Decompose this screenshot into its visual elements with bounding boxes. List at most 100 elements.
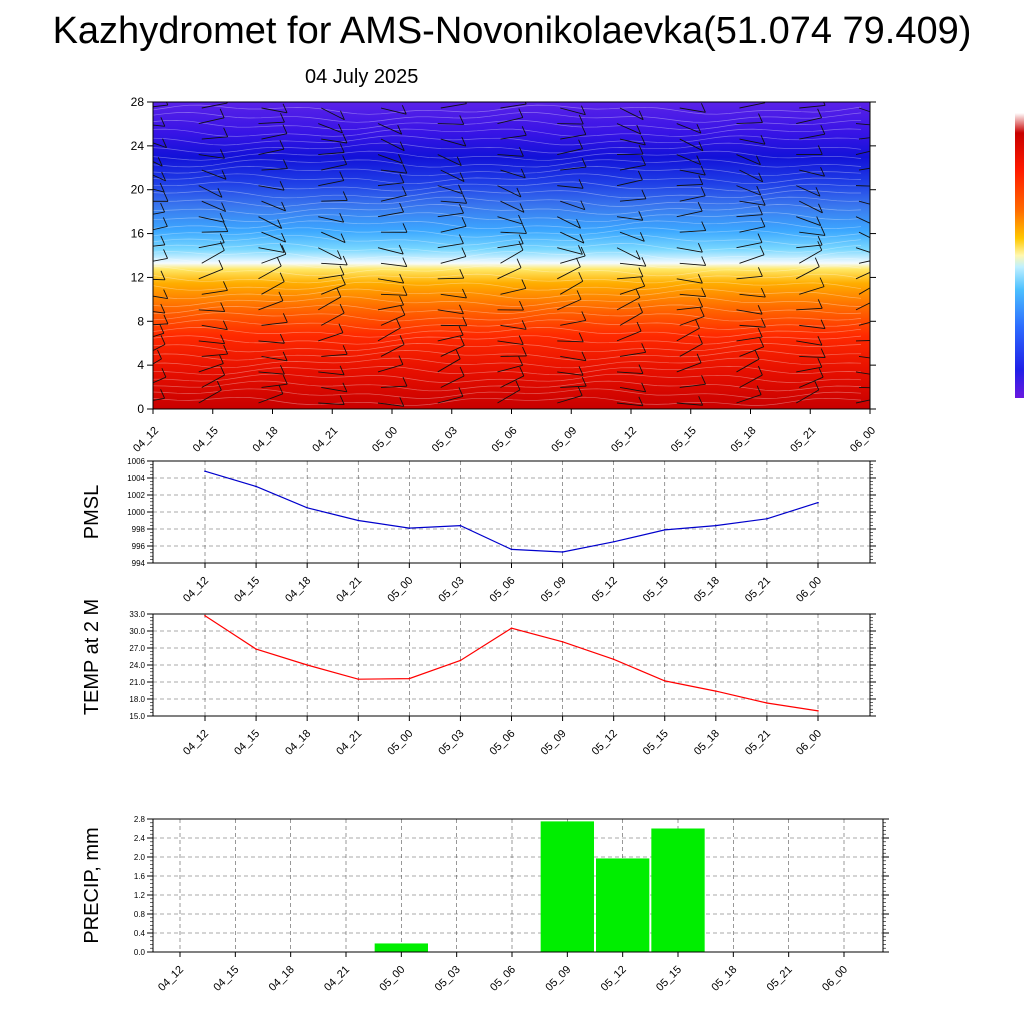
wind-barb [679, 262, 706, 266]
wind-barb-flag [524, 102, 527, 105]
pmsl-point [663, 529, 666, 531]
wind-barb [560, 231, 585, 244]
wind-barb [380, 107, 407, 115]
x-tick-label: 05_21 [743, 575, 773, 605]
wind-barb-flag [519, 366, 525, 377]
wind-barb [858, 287, 870, 295]
wind-barb-flag [279, 364, 285, 375]
wind-barb-flag [519, 203, 525, 213]
temp-point [715, 690, 717, 692]
wind-barb [321, 262, 348, 266]
wind-barb-flag [462, 316, 468, 326]
wind-barb [153, 244, 165, 247]
wind-barb [198, 268, 224, 280]
wind-barb-flag [641, 155, 646, 166]
wind-barb [557, 340, 584, 343]
pmsl-point [715, 524, 717, 527]
wind-barb [321, 387, 347, 393]
wind-barb-flag [342, 345, 348, 355]
y-tick-label: 21.0 [129, 678, 145, 687]
pmsl-point [561, 551, 564, 553]
wind-barb-flag [880, 107, 884, 116]
wind-barb-flag [220, 334, 226, 344]
wind-barb [739, 293, 766, 298]
wind-barb-flag [698, 297, 703, 308]
wind-barb [321, 284, 346, 295]
precip-bar [651, 828, 705, 952]
wind-barb-flag [163, 249, 168, 259]
wind-barb [855, 340, 870, 342]
wind-barb [616, 123, 641, 135]
wind-barb-flag [459, 172, 465, 182]
wind-barb [201, 353, 228, 357]
wind-barb-flag [279, 334, 285, 344]
contour-line [153, 220, 862, 230]
wind-barb [560, 107, 586, 116]
wind-barb [560, 319, 586, 326]
contour-line [153, 350, 861, 361]
wind-barb-flag [522, 346, 527, 357]
wind-barb-flag [459, 336, 465, 346]
wind-barb-flag [700, 165, 706, 176]
wind-barb [739, 169, 763, 183]
wind-barb [377, 364, 404, 373]
wind-barb-flag [700, 186, 706, 197]
precip-frame [152, 818, 884, 953]
wind-barb [497, 216, 523, 225]
wind-barb [557, 185, 584, 189]
wind-barb-flag [881, 351, 885, 360]
wind-barb [557, 371, 584, 376]
wind-barb-flag [160, 270, 166, 281]
wind-barb [616, 276, 643, 280]
contour-line [153, 159, 862, 168]
wind-barb [318, 296, 342, 311]
wind-barb [676, 402, 703, 406]
wind-barb [497, 389, 521, 404]
wind-barb-flag [397, 125, 403, 135]
wind-barb-flag [458, 387, 464, 397]
wind-barb [497, 154, 524, 157]
wind-barb [258, 148, 285, 156]
wind-barb-flag [638, 364, 644, 374]
wind-barb-flag [638, 145, 644, 155]
wind-barb-flag [340, 110, 345, 120]
wind-barb-flag [820, 319, 826, 329]
wind-barb [858, 107, 870, 113]
y-tick-label: 20 [131, 183, 145, 197]
wind-barb-flag [701, 256, 707, 266]
wind-barb-flag [637, 170, 643, 181]
wind-barb-flag [163, 192, 169, 202]
wind-barb [318, 274, 345, 280]
y-tick-label: 2.8 [134, 815, 146, 824]
wind-barb-flag [581, 311, 587, 321]
x-tick-label: 04_18 [283, 728, 313, 758]
pmsl-point [459, 524, 462, 527]
wind-barb-flag [759, 245, 765, 255]
wind-barb-flag [581, 376, 587, 387]
wind-barb-flag [760, 196, 766, 206]
x-tick-label: 05_09 [539, 575, 569, 605]
x-tick-label: 05_09 [549, 425, 579, 455]
wind-barb [318, 180, 344, 187]
contour-line [153, 251, 862, 260]
wind-barb-flag [636, 321, 642, 332]
wind-barb [321, 164, 347, 171]
wind-barb [321, 231, 346, 243]
wind-barb [739, 226, 765, 233]
pmsl-point [612, 540, 615, 543]
wind-barb [377, 247, 404, 255]
chart-date: 04 July 2025 [305, 66, 419, 88]
wind-barb-flag [163, 314, 169, 325]
wind-barb [739, 346, 764, 357]
x-tick-label: 05_06 [490, 425, 520, 455]
wind-barb-flag [880, 199, 884, 208]
wind-barb [676, 327, 700, 342]
wind-barb [497, 267, 522, 280]
wind-barb-flag [820, 166, 825, 177]
wind-barb [676, 247, 703, 253]
wind-barb [380, 293, 407, 296]
wind-barb-flag [399, 141, 405, 151]
wind-barb-flag [578, 179, 584, 189]
wind-barb-flag [459, 304, 464, 315]
wind-barb-flag [581, 351, 587, 361]
